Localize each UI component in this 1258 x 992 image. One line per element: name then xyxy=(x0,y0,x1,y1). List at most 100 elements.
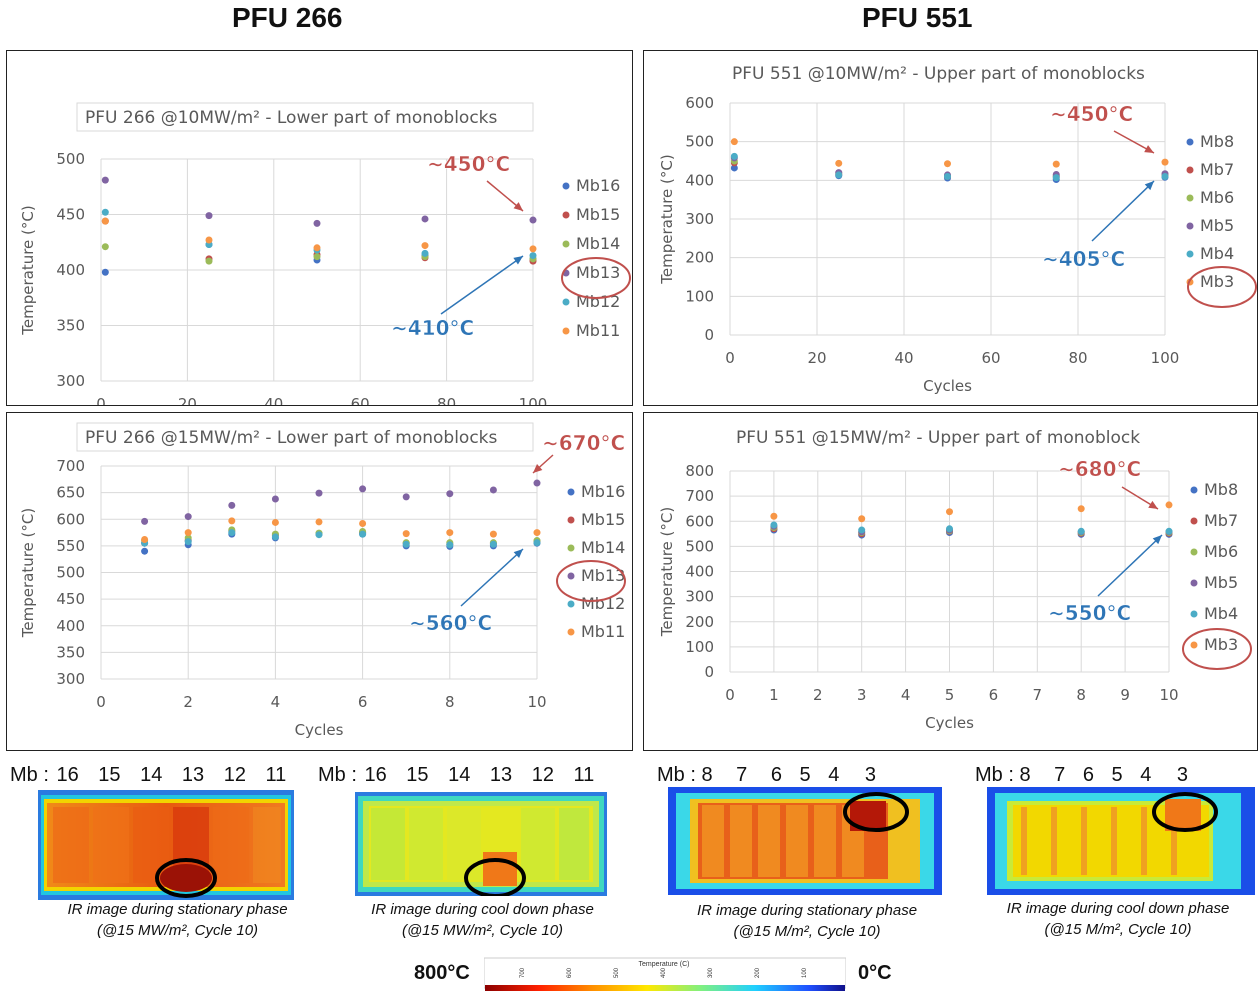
y-tick-label: 500 xyxy=(56,150,85,168)
mb-label: 8 xyxy=(701,764,713,786)
data-point-mb12 xyxy=(489,540,497,548)
mb-prefix: Mb : xyxy=(10,764,49,786)
data-point-mb11 xyxy=(359,520,367,528)
data-point-mb3 xyxy=(1052,160,1060,168)
y-tick-label: 400 xyxy=(56,617,85,635)
legend-label: Mb3 xyxy=(1200,272,1234,291)
data-point-mb13 xyxy=(529,216,537,224)
annotation-arrowhead xyxy=(1152,535,1162,545)
chart-title-box xyxy=(76,102,534,132)
annotation-arrowhead xyxy=(533,464,543,473)
x-tick-label: 100 xyxy=(1151,349,1180,367)
mb-label: 13 xyxy=(489,764,513,786)
annotation-arrow xyxy=(440,255,524,315)
mb-label: 4 xyxy=(828,764,840,786)
legend-marker xyxy=(562,240,570,248)
annotation-arrow xyxy=(460,548,524,607)
legend-highlight-circle xyxy=(556,560,626,602)
data-point-mb3 xyxy=(835,159,843,167)
mb-label: 12 xyxy=(531,764,554,786)
data-point-mb13 xyxy=(184,513,192,521)
legend-marker xyxy=(1186,138,1194,146)
x-tick-label: 8 xyxy=(445,693,455,711)
data-point-mb13 xyxy=(313,219,321,227)
chart-panel-2: PFU 551 @10MW/m² - Upper part of monoblo… xyxy=(643,50,1258,406)
y-tick-label: 200 xyxy=(685,613,714,631)
y-axis-label: Temperature (°C) xyxy=(19,508,37,638)
annotation-label: ~450°C xyxy=(1050,102,1133,126)
ir-2-caption: IR image during cool down phase (@15 MW/… xyxy=(345,899,620,941)
annotation-arrowhead xyxy=(1144,145,1154,153)
caption-line: IR image during stationary phase xyxy=(67,901,288,918)
legend-marker xyxy=(562,298,570,306)
y-tick-label: 300 xyxy=(685,210,714,228)
legend-marker xyxy=(567,572,575,580)
mb-label: 14 xyxy=(140,764,163,786)
data-point-mb12 xyxy=(184,538,192,546)
colorbar-tick-label: 200 xyxy=(755,967,761,978)
x-tick-label: 1 xyxy=(769,686,779,704)
data-point-mb3 xyxy=(730,138,738,146)
annotation-label: ~405°C xyxy=(1042,247,1125,271)
data-point-mb13 xyxy=(402,493,410,501)
y-axis-label: Temperature (°C) xyxy=(19,205,37,335)
data-point-mb12 xyxy=(228,529,236,537)
annotation-label: ~680°C xyxy=(1058,457,1141,481)
mb-label: 5 xyxy=(799,764,811,786)
data-point-mb11 xyxy=(205,236,213,244)
data-point-mb11 xyxy=(184,529,192,537)
x-tick-label: 5 xyxy=(945,686,955,704)
data-point-mb12 xyxy=(101,208,109,216)
caption-line: IR image during cool down phase xyxy=(1006,900,1230,917)
ir-image-1 xyxy=(38,790,294,900)
data-point-mb4 xyxy=(858,526,866,534)
ir-3-labels: Mb : 8 7 6 5 4 3 xyxy=(657,764,876,787)
y-tick-label: 350 xyxy=(56,643,85,661)
data-point-mb12 xyxy=(529,252,537,260)
legend-label: Mb14 xyxy=(581,538,625,557)
chart-4-svg: PFU 551 @15MW/m² - Upper part of monoblo… xyxy=(658,428,1252,732)
colorbar-tick-label: 500 xyxy=(614,967,620,978)
mb-label: 8 xyxy=(1019,764,1031,786)
y-axis-label: Temperature (°C) xyxy=(658,154,676,284)
legend-label: Mb16 xyxy=(576,176,620,195)
data-point-mb12 xyxy=(533,539,541,547)
chart-panel-4: PFU 551 @15MW/m² - Upper part of monoblo… xyxy=(643,412,1258,751)
ir-4-labels: Mb : 8 7 6 5 4 3 xyxy=(975,764,1188,787)
data-point-mb14 xyxy=(313,253,321,261)
legend-label: Mb5 xyxy=(1204,573,1238,592)
legend-label: Mb4 xyxy=(1200,244,1234,263)
y-tick-label: 350 xyxy=(56,317,85,335)
data-point-mb4 xyxy=(944,172,951,180)
legend-marker xyxy=(567,628,575,636)
x-tick-label: 20 xyxy=(178,395,197,405)
y-tick-label: 500 xyxy=(685,537,714,555)
legend-marker xyxy=(1190,610,1198,618)
colorbar: Temperature (C) 700 600 500 400 300 200 100 xyxy=(484,957,846,991)
x-tick-label: 7 xyxy=(1033,686,1043,704)
mb-label: 16 xyxy=(56,764,79,786)
data-point-mb11 xyxy=(529,245,537,253)
caption-line: IR image during stationary phase xyxy=(696,902,918,919)
legend-label: Mb7 xyxy=(1200,160,1234,179)
data-point-mb12 xyxy=(446,541,454,549)
caption-line: (@15 MW/m², Cycle 10) xyxy=(96,922,259,939)
caption-line: IR image during cool down phase xyxy=(371,901,594,918)
y-tick-label: 100 xyxy=(685,287,714,305)
x-axis-label: Cycles xyxy=(925,714,974,732)
colorbar-tick-label: 100 xyxy=(802,967,808,978)
legend-marker xyxy=(567,516,575,524)
legend-label: Mb4 xyxy=(1204,604,1238,623)
x-axis-label: Cycles xyxy=(295,721,344,739)
legend-label: Mb3 xyxy=(1204,635,1238,654)
y-tick-label: 600 xyxy=(685,512,714,530)
y-tick-label: 200 xyxy=(685,249,714,267)
annotation-label: ~410°C xyxy=(391,316,474,340)
y-tick-label: 100 xyxy=(685,638,714,656)
legend-label: Mb15 xyxy=(576,205,620,224)
ir-image-3 xyxy=(668,787,942,895)
y-tick-label: 700 xyxy=(685,487,714,505)
x-tick-label: 100 xyxy=(519,395,548,405)
y-tick-label: 300 xyxy=(56,670,85,688)
colorbar-tick-label: 300 xyxy=(708,967,714,978)
